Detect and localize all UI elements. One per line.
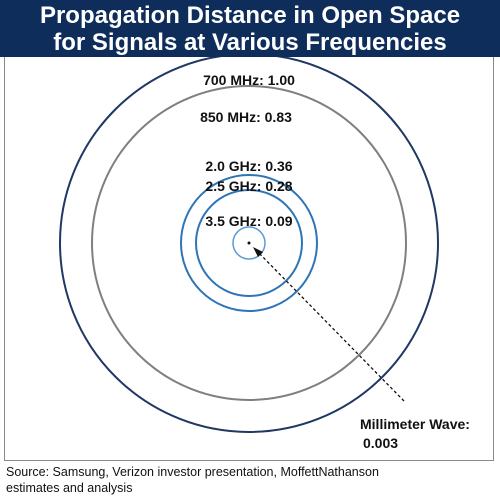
label-700mhz: 700 MHz: 1.00 (203, 72, 295, 88)
source-line-2: estimates and analysis (6, 481, 133, 495)
propagation-rings-diagram: 700 MHz: 1.00 850 MHz: 0.83 2.0 GHz: 0.3… (59, 57, 470, 451)
ring-3-5ghz (232, 226, 266, 260)
label-2-5ghz: 2.5 GHz: 0.28 (205, 178, 292, 194)
mmwave-pointer-arrowhead (253, 247, 263, 257)
ring-700mhz (59, 57, 439, 433)
label-mmwave-line1: Millimeter Wave: (360, 416, 470, 432)
ring-850mhz (91, 85, 407, 401)
ring-2-5ghz (195, 189, 303, 297)
diagram-frame (4, 57, 494, 461)
label-3-5ghz: 3.5 GHz: 0.09 (205, 213, 292, 229)
ring-mmwave-dot (247, 241, 251, 245)
ring-2ghz (180, 174, 318, 312)
title-line-1: Propagation Distance in Open Space (39, 2, 461, 29)
source-note: Source: Samsung, Verizon investor presen… (6, 464, 494, 496)
title-line-2: for Signals at Various Frequencies (53, 29, 447, 56)
label-2ghz: 2.0 GHz: 0.36 (205, 158, 292, 174)
mmwave-pointer-line (255, 249, 405, 402)
source-line-1: Source: Samsung, Verizon investor presen… (6, 465, 379, 479)
label-850mhz: 850 MHz: 0.83 (200, 109, 292, 125)
title-banner: Propagation Distance in Open Space for S… (0, 0, 500, 57)
label-mmwave-line2: 0.003 (363, 435, 398, 451)
